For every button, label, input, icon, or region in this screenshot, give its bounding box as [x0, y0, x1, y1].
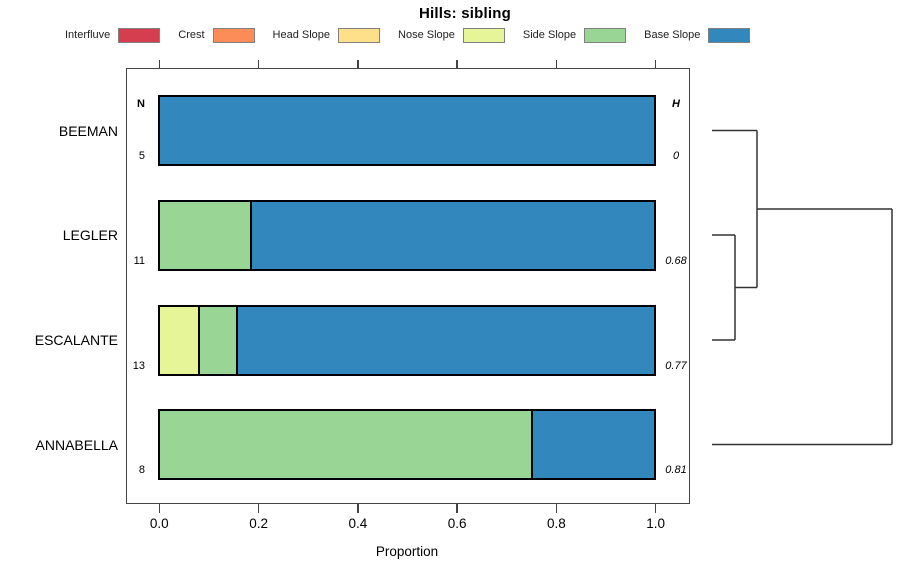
legend-label: Side Slope [522, 29, 577, 41]
axis-tick-top [357, 60, 359, 68]
bar-segment-side-slope [198, 306, 236, 374]
legend-swatch-crest [212, 27, 255, 43]
axis-tick-top [654, 60, 657, 68]
axis-tick-label: 1.0 [646, 516, 666, 531]
h-value: 0.68 [665, 254, 687, 267]
axis-tick-label: 0.4 [348, 516, 368, 531]
bar-segment-base-slope [531, 411, 654, 479]
n-value: 11 [133, 254, 145, 267]
bar-segment-base-slope [236, 306, 654, 374]
legend: Interfluve Crest Head Slope Nose Slope S… [65, 25, 751, 45]
legend-label: Interfluve [65, 29, 111, 41]
axis-tick-bottom [158, 504, 161, 513]
legend-swatch-side-slope [584, 27, 627, 43]
h-column-header: H [672, 98, 680, 110]
h-value: 0.77 [665, 359, 687, 372]
row-label-annabella: ANNABELLA [35, 436, 118, 453]
n-column-header: N [137, 98, 145, 110]
legend-label: Base Slope [644, 29, 701, 41]
axis-tick-bottom [357, 504, 359, 513]
legend-swatch-interfluve [118, 27, 161, 43]
h-value: 0 [672, 150, 680, 162]
axis-tick-bottom [654, 504, 657, 513]
axis-tick-top [158, 60, 161, 68]
axis-tick-top [555, 60, 558, 68]
n-value: 8 [138, 464, 145, 477]
axis-tick-label: 0.0 [149, 516, 169, 531]
row-label-escalante: ESCALANTE [34, 332, 118, 349]
legend-item-head-slope: Head Slope [272, 27, 381, 43]
legend-item-base-slope: Base Slope [644, 27, 751, 43]
legend-label: Head Slope [272, 29, 331, 41]
axis-tick-label: 0.6 [447, 516, 467, 531]
axis-tick-label: 0.2 [249, 516, 268, 531]
h-value: 0.81 [665, 464, 687, 477]
bar-segment-base-slope [160, 97, 654, 164]
stacked-bar-annabella [158, 409, 656, 481]
legend-swatch-nose-slope [462, 27, 505, 43]
bar-segment-side-slope [160, 411, 531, 479]
bar-segment-nose-slope [160, 306, 198, 374]
chart-title: Hills: sibling [419, 5, 511, 22]
row-label-beeman: BEEMAN [58, 122, 118, 139]
n-value: 5 [138, 150, 145, 162]
axis-tick-top [257, 60, 260, 68]
legend-item-side-slope: Side Slope [522, 27, 627, 43]
axis-tick-bottom [257, 504, 260, 513]
stacked-bar-beeman [158, 95, 656, 166]
legend-label: Crest [178, 29, 205, 41]
legend-label: Nose Slope [398, 29, 455, 41]
legend-swatch-head-slope [338, 27, 381, 43]
n-value: 13 [132, 359, 145, 372]
legend-item-interfluve: Interfluve [65, 27, 161, 43]
row-label-legler: LEGLER [62, 227, 118, 244]
legend-item-nose-slope: Nose Slope [398, 27, 505, 43]
legend-item-crest: Crest [178, 27, 255, 43]
axis-tick-bottom [456, 504, 458, 513]
axis-tick-top [456, 60, 458, 68]
stacked-bar-escalante [158, 304, 656, 376]
axis-tick-label: 0.8 [547, 516, 566, 531]
legend-swatch-base-slope [708, 27, 751, 43]
stacked-bar-legler [158, 199, 656, 271]
axis-tick-bottom [555, 504, 558, 513]
x-axis-label: Proportion [375, 544, 439, 559]
bar-segment-side-slope [160, 201, 250, 269]
bar-segment-base-slope [250, 201, 654, 269]
